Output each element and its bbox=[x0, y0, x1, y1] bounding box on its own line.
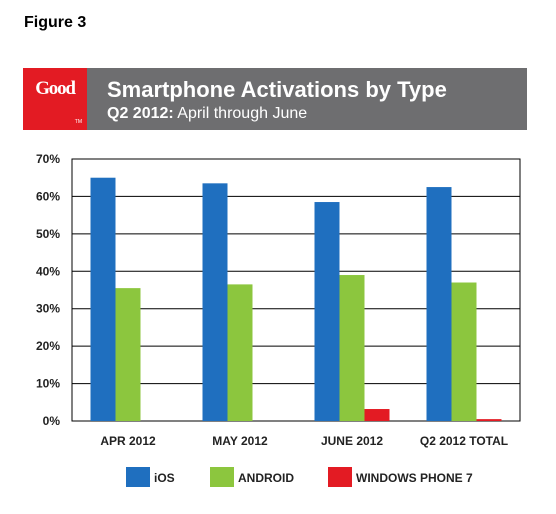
y-tick-label: 30% bbox=[36, 302, 60, 316]
x-category-label: APR 2012 bbox=[100, 434, 156, 448]
bar-android bbox=[115, 288, 141, 421]
x-category-label: JUNE 2012 bbox=[321, 434, 383, 448]
legend-swatch-windows-phone-7 bbox=[328, 467, 352, 487]
y-tick-label: 50% bbox=[36, 227, 60, 241]
bar-ios bbox=[314, 202, 340, 421]
subtitle-range: April through June bbox=[173, 105, 308, 122]
bar-android bbox=[339, 275, 365, 421]
legend-swatch-android bbox=[210, 467, 234, 487]
chart-header: Good TM Smartphone Activations by Type Q… bbox=[23, 68, 527, 130]
bar-android bbox=[227, 284, 253, 421]
logo-text: Good bbox=[35, 78, 76, 99]
chart-subtitle: Q2 2012: April through June bbox=[107, 105, 307, 123]
y-tick-label: 20% bbox=[36, 339, 60, 353]
x-category-label: Q2 2012 TOTAL bbox=[420, 434, 508, 448]
logo-trademark: TM bbox=[74, 119, 82, 125]
legend-label: WINDOWS PHONE 7 bbox=[356, 471, 473, 485]
y-tick-label: 70% bbox=[36, 152, 60, 166]
bars bbox=[90, 177, 502, 421]
subtitle-period: Q2 2012: bbox=[107, 105, 174, 122]
good-logo: Good TM bbox=[23, 68, 87, 130]
bar-windows-phone-7 bbox=[476, 419, 502, 421]
legend-label: ANDROID bbox=[238, 471, 294, 485]
y-tick-label: 60% bbox=[36, 189, 60, 203]
legend-swatch-ios bbox=[126, 467, 150, 487]
bar-ios bbox=[202, 183, 228, 421]
bar-ios bbox=[90, 177, 116, 421]
bar-ios bbox=[426, 187, 452, 421]
legend-label: iOS bbox=[154, 471, 175, 485]
y-tick-label: 40% bbox=[36, 264, 60, 278]
y-tick-label: 0% bbox=[43, 414, 61, 428]
bar-android bbox=[451, 282, 477, 421]
x-category-label: MAY 2012 bbox=[212, 434, 268, 448]
figure-label: Figure 3 bbox=[24, 14, 87, 31]
bar-windows-phone-7 bbox=[364, 409, 390, 421]
plot-frame bbox=[71, 158, 521, 422]
chart-title: Smartphone Activations by Type bbox=[107, 77, 447, 102]
y-tick-label: 10% bbox=[36, 377, 60, 391]
